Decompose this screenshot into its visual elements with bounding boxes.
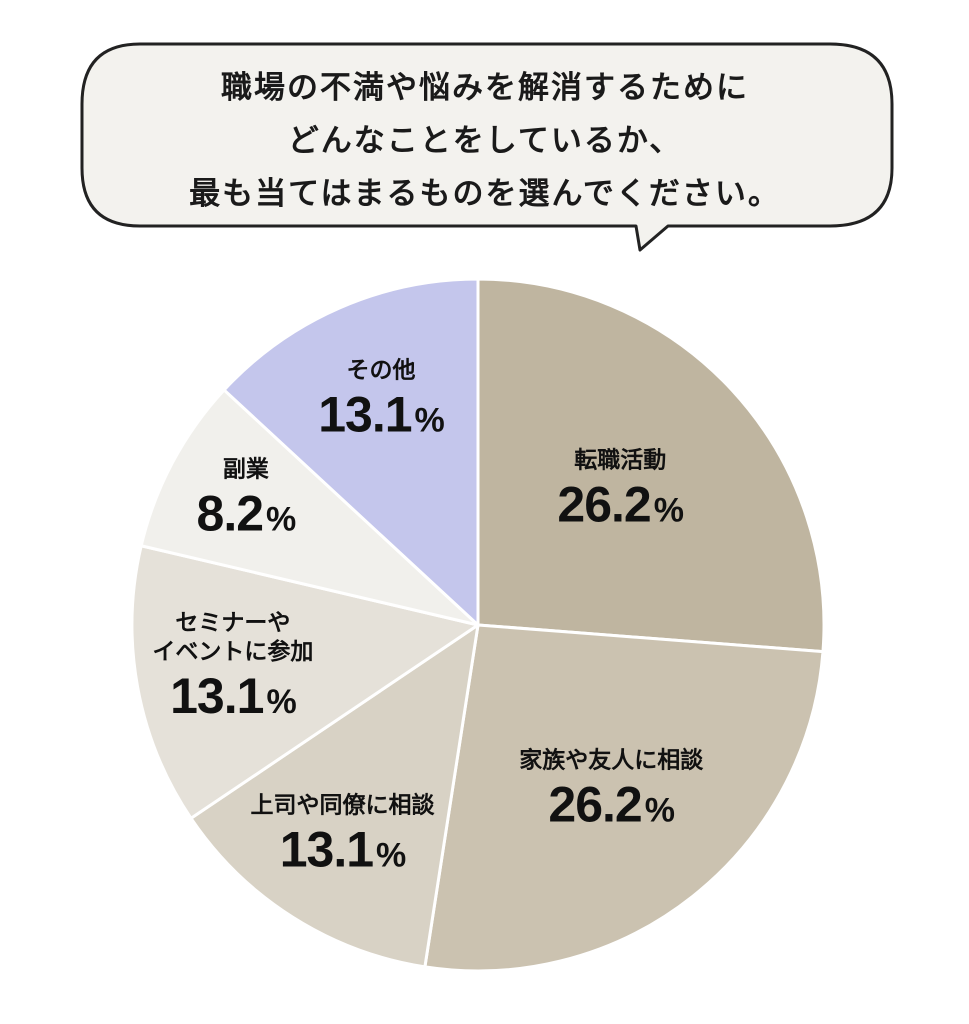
- slice-label-other: その他 13.1%: [318, 357, 445, 450]
- question-line-1: 職場の不満や悩みを解消するために: [221, 70, 749, 106]
- slice-value-number: 26.2: [548, 776, 642, 833]
- speech-bubble-shape: [80, 42, 894, 252]
- slice-name: 転職活動: [574, 447, 667, 474]
- slice-label-boss-colleagues: 上司や同僚に相談 13.1%: [251, 792, 435, 885]
- slice-value: 26.2%: [519, 776, 703, 840]
- slice-value-number: 13.1: [170, 667, 264, 724]
- slice-name: 上司や同僚に相談: [250, 792, 435, 819]
- slice-label-side-job: 副業 8.2%: [196, 455, 297, 548]
- slice-name: 副業: [222, 456, 269, 482]
- question-text: 職場の不満や悩みを解消するために どんなことをしているか、 最も当てはまるものを…: [120, 62, 850, 221]
- pie-slice-job-change: [476, 277, 826, 654]
- pie-slice-other: [222, 277, 480, 627]
- percent-sign: %: [653, 491, 684, 530]
- slice-value: 13.1%: [152, 667, 313, 731]
- question-line-3: 最も当てはまるものを選んでください。: [189, 176, 781, 212]
- slice-value: 8.2%: [196, 484, 297, 548]
- slice-name: その他: [346, 357, 416, 384]
- slice-value: 26.2%: [557, 476, 684, 540]
- slice-name: 家族や友人に相談: [519, 747, 704, 774]
- slice-name: イベントに参加: [152, 638, 314, 665]
- percent-sign: %: [414, 401, 445, 440]
- slice-value-number: 13.1: [279, 821, 374, 878]
- slice-value-number: 8.2: [196, 485, 265, 541]
- slice-name: セミナーや: [175, 609, 291, 636]
- slice-label-job-change: 転職活動 26.2%: [557, 447, 684, 540]
- pie-slice-family-friends: [423, 623, 825, 973]
- percent-sign: %: [266, 682, 296, 721]
- question-line-2: どんなことをしているか、: [287, 123, 683, 159]
- slice-value-number: 13.1: [318, 386, 412, 443]
- percent-sign: %: [644, 791, 675, 830]
- slice-value-number: 26.2: [557, 476, 651, 533]
- pie-slice-side-job: [139, 388, 480, 627]
- percent-sign: %: [266, 500, 296, 538]
- slice-value: 13.1%: [251, 821, 435, 885]
- percent-sign: %: [376, 836, 406, 875]
- pie-slice-boss-colleagues: [189, 623, 480, 969]
- pie-slice-seminar-event: [130, 544, 480, 820]
- slice-value: 13.1%: [318, 386, 445, 450]
- slice-label-seminar-event: セミナーや イベントに参加 13.1%: [152, 609, 313, 731]
- slice-label-family-friends: 家族や友人に相談 26.2%: [519, 747, 703, 840]
